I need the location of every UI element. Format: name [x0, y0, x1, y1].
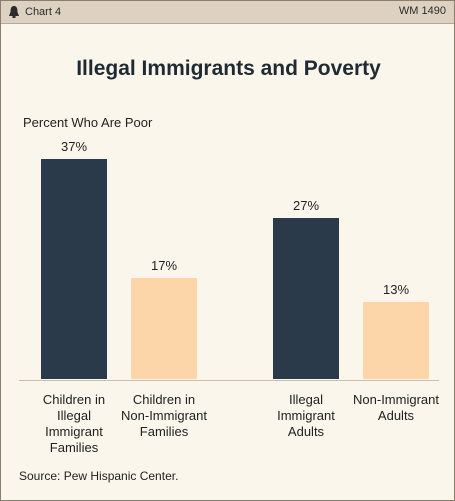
report-code: WM 1490 — [398, 5, 446, 17]
bar-illegal-immigrant-adults — [273, 218, 339, 379]
value-label: 37% — [60, 139, 88, 154]
source-note: Source: Pew Hispanic Center. — [19, 469, 179, 483]
chart-title: Illegal Immigrants and Poverty — [76, 57, 381, 80]
category-label: Illegal Immigrant Adults — [277, 392, 335, 439]
bar-non-immigrant-adults — [363, 301, 429, 379]
value-label: 13% — [382, 281, 410, 297]
chart-tag-label: Chart 4 — [25, 6, 62, 18]
bar-children-in-illegal-immigrant-families — [41, 159, 107, 379]
bar-children-in-non-immigrant-families — [131, 277, 197, 379]
category-label: Children in Illegal Immigrant Families — [42, 392, 106, 455]
x-axis-baseline — [19, 380, 439, 381]
header-bar: Chart 4 WM 1490 — [1, 1, 454, 24]
value-label: 17% — [150, 257, 178, 273]
chart-tag: Chart 4 — [7, 4, 61, 20]
category-label: Children in Non-Immigrant Families — [121, 392, 207, 439]
liberty-bell-icon — [9, 6, 19, 18]
y-axis-label: Percent Who Are Poor — [23, 115, 153, 130]
category-label: Non-Immigrant Adults — [353, 392, 439, 423]
value-label: 27% — [292, 198, 320, 214]
